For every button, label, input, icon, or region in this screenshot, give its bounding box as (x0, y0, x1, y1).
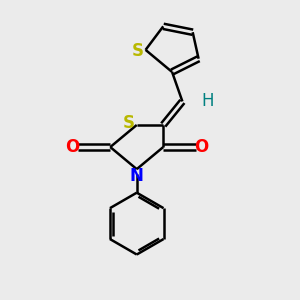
Text: O: O (65, 138, 80, 156)
Text: S: S (122, 114, 134, 132)
Text: N: N (130, 167, 144, 184)
Text: O: O (194, 138, 208, 156)
Text: S: S (132, 42, 144, 60)
Text: H: H (201, 92, 214, 110)
